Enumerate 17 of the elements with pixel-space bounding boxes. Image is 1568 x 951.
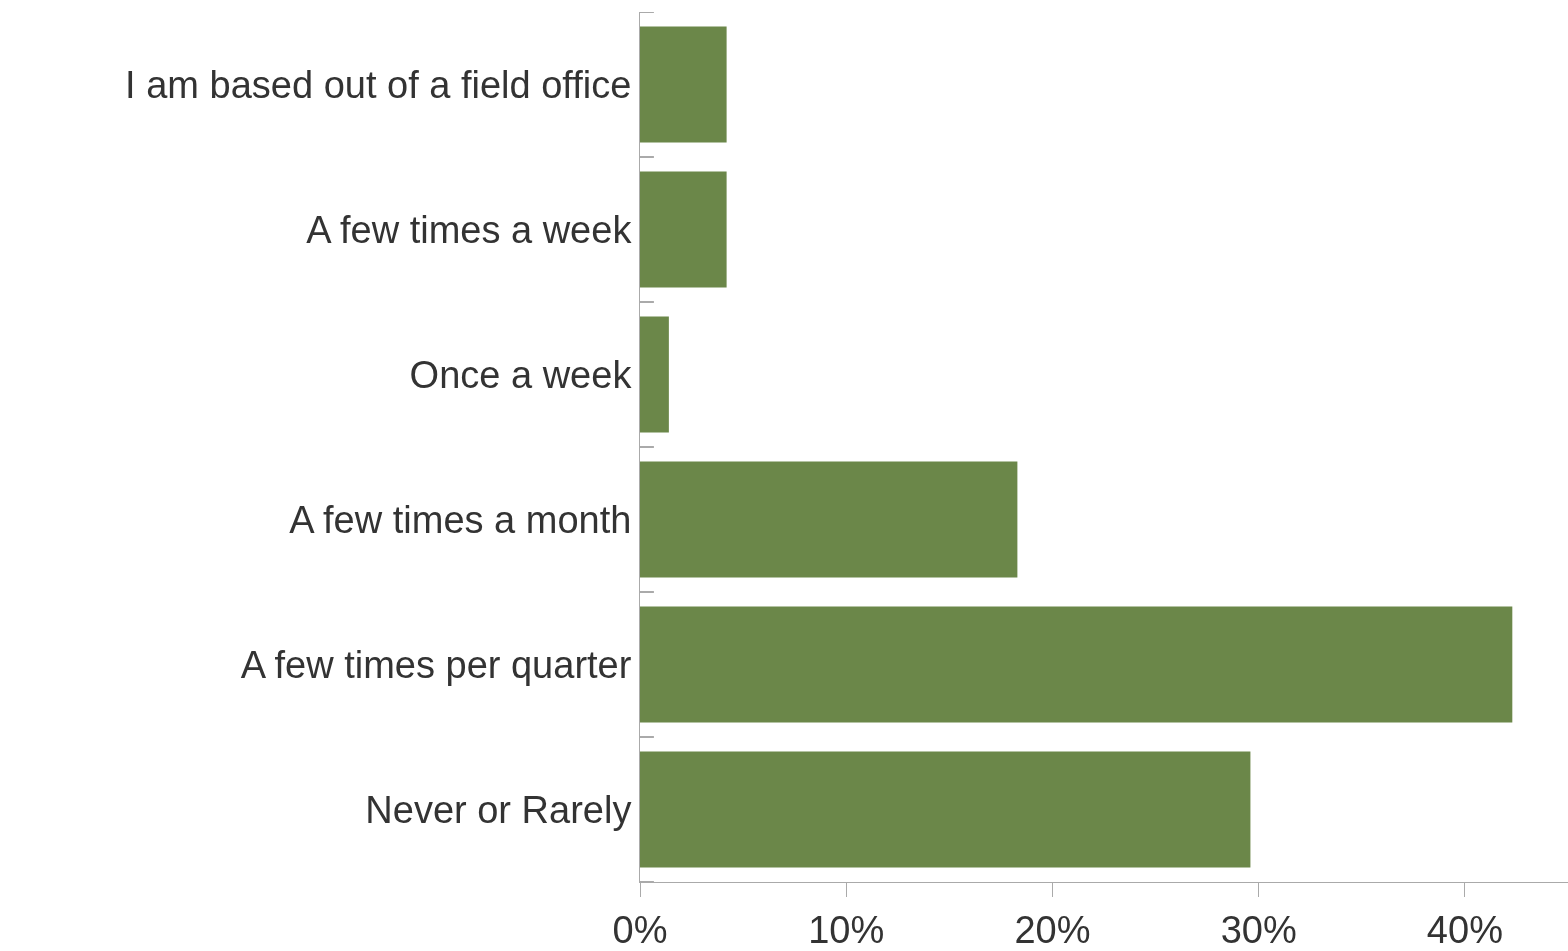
y-tick-label: A few times a month — [289, 498, 632, 541]
bar — [640, 316, 669, 433]
x-tick-label: 0% — [612, 908, 668, 951]
y-tick-label: A few times a week — [306, 208, 633, 251]
bar — [640, 171, 727, 288]
x-tick-label: 30% — [1220, 908, 1297, 951]
bar — [640, 461, 1018, 578]
y-tick-label: I am based out of a field office — [125, 63, 632, 106]
bar — [640, 26, 727, 143]
x-tick-label: 20% — [1014, 908, 1091, 951]
y-tick-label: A few times per quarter — [240, 643, 632, 686]
bar — [640, 606, 1513, 723]
x-tick-label: 10% — [808, 908, 885, 951]
bar — [640, 751, 1251, 868]
x-tick-label: 40% — [1426, 908, 1503, 951]
y-tick-label: Never or Rarely — [365, 788, 632, 831]
y-tick-label: Once a week — [409, 353, 633, 396]
